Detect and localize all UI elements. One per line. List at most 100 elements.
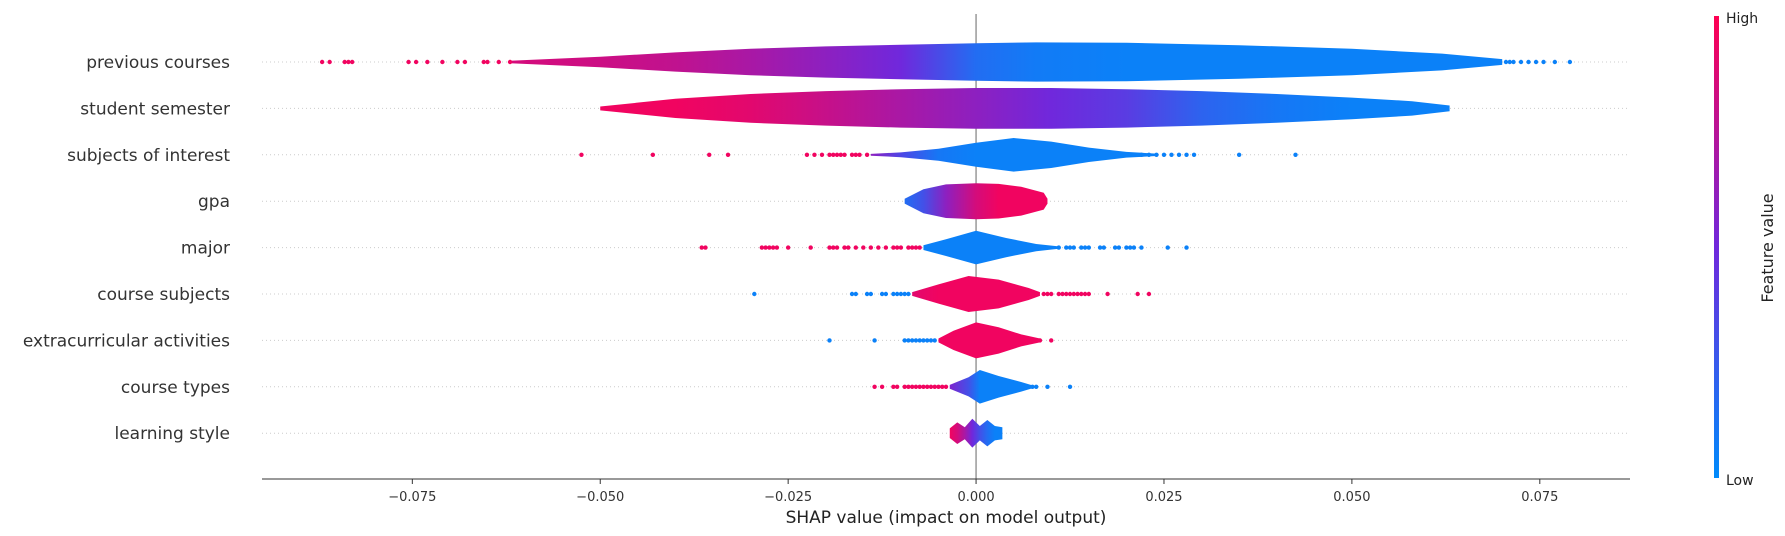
- outlier-point: [827, 245, 832, 250]
- outlier-point: [440, 59, 445, 65]
- outlier-point: [868, 245, 874, 250]
- feature-label: extracurricular activities: [23, 331, 230, 351]
- outlier-point: [785, 245, 791, 250]
- outlier-point: [1184, 152, 1189, 157]
- outlier-point: [759, 245, 765, 250]
- outlier-point: [1082, 245, 1088, 250]
- outlier-point: [1071, 245, 1076, 250]
- outlier-point: [496, 59, 501, 65]
- outlier-point: [1131, 245, 1137, 250]
- outlier-point: [872, 384, 877, 389]
- outlier-point: [838, 152, 843, 157]
- outlier-point: [864, 152, 870, 157]
- x-tick-label: 0.075: [1521, 490, 1558, 505]
- outlier-point: [1067, 291, 1073, 297]
- outlier-point: [319, 59, 325, 65]
- outlier-point: [804, 152, 810, 157]
- outlier-point: [1112, 245, 1118, 250]
- outlier-point: [707, 152, 712, 157]
- outlier-point: [831, 152, 836, 157]
- outlier-point: [894, 384, 900, 389]
- outlier-point: [1131, 152, 1137, 157]
- outlier-point: [909, 338, 915, 343]
- outlier-point: [1056, 245, 1061, 250]
- outlier-point: [1541, 59, 1546, 65]
- violin-course-types: [949, 370, 1033, 404]
- outlier-point: [1041, 291, 1046, 297]
- x-tick-label: −0.050: [576, 490, 624, 505]
- outlier-point: [917, 338, 922, 343]
- violin-student-semester: [600, 88, 1450, 129]
- outlier-point: [891, 291, 896, 297]
- outlier-point: [879, 291, 885, 297]
- outlier-point: [925, 384, 930, 389]
- outlier-point: [917, 384, 922, 389]
- outlier-point: [928, 338, 934, 343]
- outlier-point: [902, 384, 907, 389]
- outlier-point: [891, 384, 896, 389]
- violin-course-subjects: [912, 276, 1040, 312]
- outlier-point: [868, 291, 874, 297]
- outlier-point: [1064, 245, 1069, 250]
- outlier-point: [1086, 245, 1092, 250]
- outlier-point: [906, 384, 911, 389]
- outlier-point: [1154, 152, 1159, 157]
- outlier-point: [853, 245, 859, 250]
- x-tick-label: −0.025: [764, 490, 812, 505]
- outlier-point: [1101, 245, 1107, 250]
- outlier-point: [1045, 291, 1050, 297]
- outlier-point: [846, 245, 851, 250]
- outlier-point: [650, 152, 656, 157]
- outlier-point: [879, 384, 885, 389]
- outlier-point: [1511, 59, 1516, 65]
- outlier-point: [1503, 59, 1509, 65]
- outlier-point: [902, 291, 907, 297]
- outlier-point: [1146, 152, 1152, 157]
- outlier-point: [1552, 59, 1558, 65]
- violin-subjects-of-interest: [870, 138, 1157, 172]
- colorbar-low-label: Low: [1726, 473, 1754, 489]
- outlier-point: [827, 152, 832, 157]
- outlier-point: [1067, 384, 1073, 389]
- outlier-point: [1030, 384, 1035, 389]
- outlier-point: [767, 245, 772, 250]
- outlier-point: [349, 59, 355, 65]
- outlier-point: [1139, 245, 1144, 250]
- outlier-point: [1056, 291, 1061, 297]
- outlier-point: [1139, 152, 1144, 157]
- colorbar-title: Feature value: [1758, 193, 1777, 302]
- outlier-point: [932, 338, 937, 343]
- outlier-point: [1049, 338, 1054, 343]
- outlier-point: [906, 245, 911, 250]
- outlier-point: [891, 245, 896, 250]
- outlier-point: [812, 152, 817, 157]
- outlier-point: [831, 245, 836, 250]
- outlier-point: [894, 245, 900, 250]
- outlier-point: [936, 384, 941, 389]
- x-axis-ticks: −0.075 −0.050 −0.025 0.000 0.025 0.050 0.075: [388, 479, 1558, 505]
- outlier-point: [1169, 152, 1174, 157]
- outlier-point: [1526, 59, 1531, 65]
- outlier-point: [699, 245, 704, 250]
- outlier-point: [906, 338, 911, 343]
- feature-label: major: [181, 239, 230, 259]
- outlier-point: [883, 245, 889, 250]
- feature-labels: previous courses student semester subjects…: [23, 53, 230, 444]
- outlier-point: [898, 291, 904, 297]
- feature-label: course subjects: [97, 285, 230, 305]
- outlier-point: [406, 59, 411, 65]
- violin-extracurricular-activities: [938, 322, 1040, 359]
- outlier-point: [1033, 384, 1039, 389]
- outlier-point: [1082, 291, 1088, 297]
- outlier-point: [913, 338, 919, 343]
- outlier-point: [921, 384, 926, 389]
- outlier-point: [481, 59, 486, 65]
- outlier-point: [1105, 291, 1110, 297]
- outlier-point: [876, 245, 881, 250]
- x-tick-label: 0.050: [1333, 490, 1370, 505]
- outlier-point: [902, 338, 907, 343]
- colorbar-high-label: High: [1726, 11, 1758, 27]
- outlier-point: [1049, 291, 1054, 297]
- outlier-point: [909, 245, 915, 250]
